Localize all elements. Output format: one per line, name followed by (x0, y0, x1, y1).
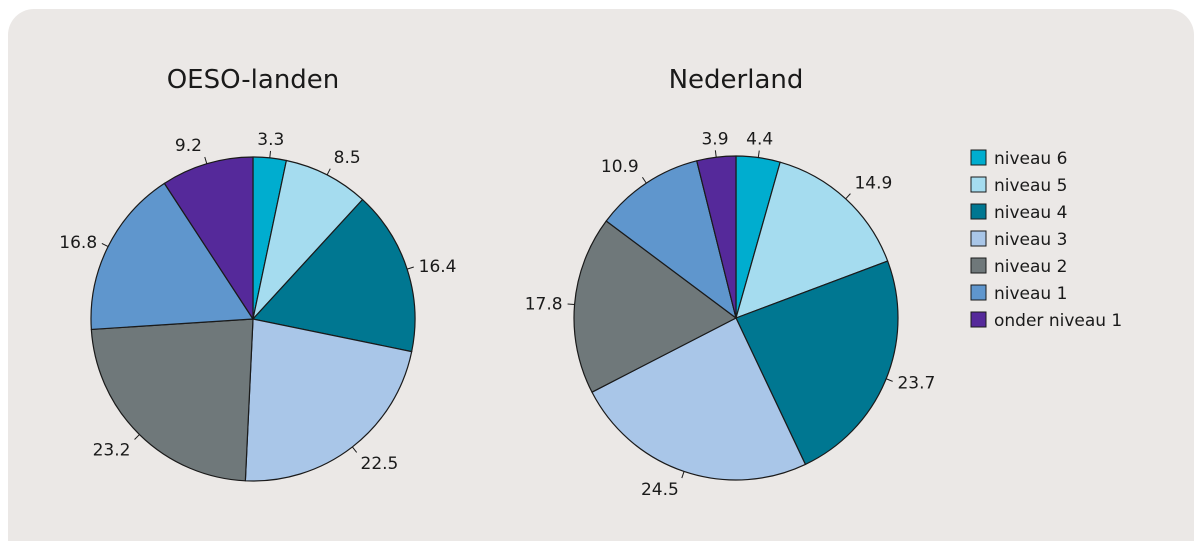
pie-slice-oeso-onder-niveau-1 (163, 156, 254, 320)
pie-slice-nederland-onder-niveau-1 (696, 155, 737, 319)
data-label-oeso-niveau-4: 16.4 (419, 257, 457, 277)
data-label-oeso-niveau-6: 3.3 (257, 130, 284, 150)
legend-swatch-niveau-3 (970, 230, 987, 247)
leader-tick-oeso-niveau-1 (101, 242, 109, 247)
pie-slice-oeso-niveau-3 (244, 318, 413, 482)
leader-tick-oeso-niveau-3 (351, 446, 358, 453)
pie-nederland: 4.4 14.9 23.7 24.5 17.8 10.9 3.9 (525, 129, 936, 500)
legend-swatch-niveau-1 (970, 284, 987, 301)
leader-tick-oeso-niveau-6 (269, 150, 272, 158)
data-label-nederland-niveau-5: 14.9 (854, 173, 892, 193)
legend-label-onder-niveau-1: onder niveau 1 (994, 311, 1122, 331)
legend-swatch-niveau-2 (970, 257, 987, 274)
leader-tick-nederland-niveau-5 (845, 193, 851, 200)
data-label-nederland-niveau-4: 23.7 (897, 374, 935, 394)
leader-tick-oeso-niveau-5 (326, 168, 331, 176)
pie-slice-nederland-niveau-4 (735, 260, 899, 465)
data-label-nederland-niveau-6: 4.4 (746, 130, 773, 150)
pie-oeso: 3.3 8.5 16.4 22.5 23.2 16.8 9.2 (59, 130, 457, 482)
pie-slice-oeso-niveau-5 (252, 159, 364, 320)
legend-swatch-niveau-4 (970, 203, 987, 220)
data-label-oeso-niveau-2: 23.2 (93, 441, 131, 461)
legend-label-niveau-4: niveau 4 (994, 203, 1067, 223)
chart-title-nederland: Nederland (669, 65, 804, 95)
chart-title-oeso: OESO-landen (167, 65, 340, 95)
legend-label-niveau-2: niveau 2 (994, 257, 1067, 277)
leader-tick-oeso-niveau-4 (406, 266, 414, 270)
leader-tick-nederland-niveau-4 (885, 378, 893, 382)
leader-tick-oeso-niveau-2 (134, 434, 140, 440)
data-label-nederland-niveau-2: 17.8 (525, 295, 563, 315)
data-label-oeso-niveau-3: 22.5 (361, 454, 399, 474)
pie-slice-nederland-niveau-5 (735, 161, 889, 319)
leader-tick-nederland-niveau-3 (681, 471, 685, 479)
legend: niveau 6 niveau 5 niveau 4 niveau 3 niveau 2… (970, 149, 1122, 331)
pie-slice-nederland-niveau-1 (605, 160, 737, 319)
legend-swatch-niveau-5 (970, 176, 987, 193)
data-label-oeso-onder-niveau-1: 9.2 (175, 136, 202, 156)
leader-tick-nederland-niveau-6 (757, 150, 760, 158)
legend-label-niveau-3: niveau 3 (994, 230, 1067, 250)
pie-slice-oeso-niveau-1 (90, 182, 254, 331)
leader-tick-nederland-niveau-1 (641, 177, 647, 184)
pie-slice-oeso-niveau-2 (90, 318, 254, 482)
legend-label-niveau-5: niveau 5 (994, 176, 1067, 196)
data-label-nederland-niveau-1: 10.9 (601, 157, 639, 177)
legend-swatch-niveau-6 (970, 149, 987, 166)
data-label-oeso-niveau-5: 8.5 (334, 148, 361, 168)
data-label-nederland-niveau-3: 24.5 (641, 480, 679, 500)
data-label-nederland-onder-niveau-1: 3.9 (701, 129, 728, 149)
leader-tick-nederland-onder-niveau-1 (714, 150, 717, 158)
data-label-oeso-niveau-1: 16.8 (59, 233, 97, 253)
legend-swatch-onder-niveau-1 (970, 311, 987, 328)
leader-tick-oeso-onder-niveau-1 (204, 156, 208, 164)
legend-label-niveau-1: niveau 1 (994, 284, 1067, 304)
leader-tick-nederland-niveau-2 (567, 303, 575, 306)
pie-slice-nederland-niveau-2 (573, 220, 737, 393)
legend-label-niveau-6: niveau 6 (994, 149, 1067, 169)
